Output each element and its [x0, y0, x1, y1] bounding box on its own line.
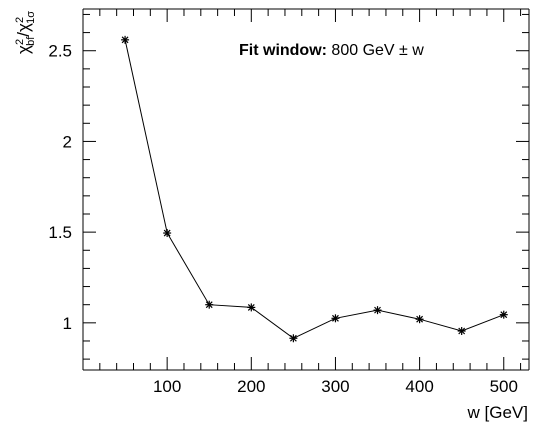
- data-point: [163, 229, 172, 238]
- data-point: [121, 35, 130, 44]
- series-line: [124, 39, 504, 339]
- y-tick-label: 1.5: [48, 223, 72, 242]
- y-axis-ticks: [83, 13, 529, 360]
- x-axis-title: w [GeV]: [467, 403, 528, 422]
- y-axis-title: χ2bf/χ21σ: [14, 11, 37, 54]
- x-tick-label: 300: [321, 377, 349, 396]
- x-tick-label: 500: [490, 377, 518, 396]
- data-point: [499, 310, 508, 319]
- plot-frame: [82, 8, 530, 371]
- series-markers: [121, 35, 508, 343]
- fit-window-annotation-label: Fit window:: [239, 42, 327, 59]
- y-tick-label: 2: [63, 132, 72, 151]
- data-point: [205, 300, 214, 309]
- y-tick-label: 1: [63, 314, 72, 333]
- fit-window-annotation-value: 800 GeV ± w: [327, 42, 424, 59]
- x-tick-label: 200: [237, 377, 265, 396]
- y-tick-label: 2.5: [48, 42, 72, 61]
- data-point: [247, 303, 256, 312]
- x-tick-label: 100: [153, 377, 181, 396]
- data-point: [289, 334, 298, 343]
- data-point: [415, 315, 424, 324]
- x-axis-tick-labels: 100 200 300 400 500: [153, 377, 518, 396]
- data-point: [373, 306, 382, 315]
- x-axis-ticks: [99, 9, 522, 370]
- x-tick-label: 400: [405, 377, 433, 396]
- y-axis-tick-labels: 1 1.5 2 2.5: [48, 42, 72, 333]
- fit-window-annotation: Fit window: 800 GeV ± w: [239, 42, 424, 59]
- data-point: [331, 314, 340, 323]
- data-point: [457, 326, 466, 335]
- y-axis-title-slash: /: [14, 32, 33, 37]
